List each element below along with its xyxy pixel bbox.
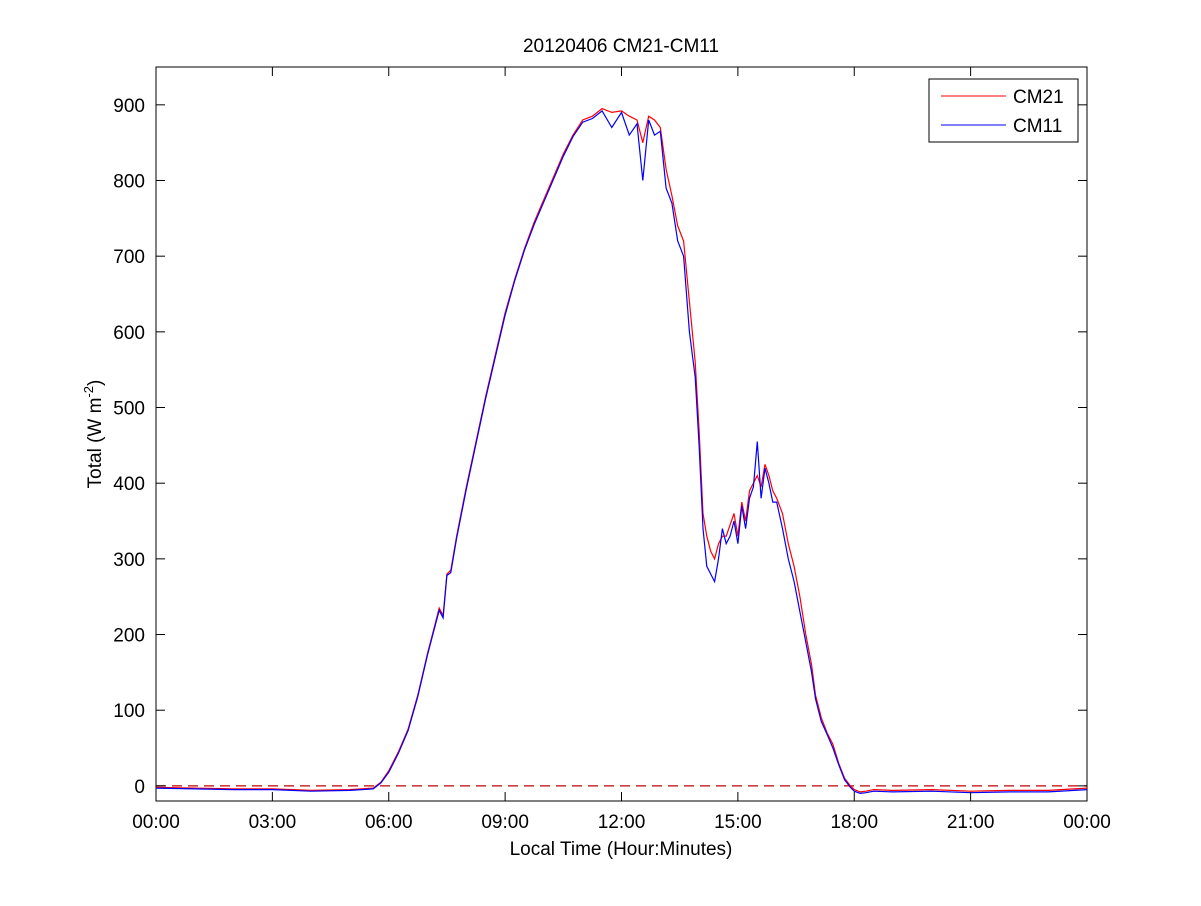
chart-title: 20120406 CM21-CM11 [523, 36, 719, 57]
y-axis-label-superscript: -2 [81, 386, 96, 398]
x-axis-label: Local Time (Hour:Minutes) [510, 839, 733, 860]
x-axis-ticks: 00:00 03:00 06:00 09:00 12:00 15:00 18:00 21:00… [132, 67, 1111, 833]
plot-area [155, 66, 1088, 802]
y-tick-label: 500 [113, 399, 145, 420]
x-tick-label: 06:00 [365, 812, 413, 833]
x-tick-label: 00:00 [1063, 812, 1111, 833]
x-tick-label: 12:00 [598, 812, 646, 833]
x-tick-label: 15:00 [714, 812, 762, 833]
y-axis-ticks: 0 100 200 300 400 500 600 700 800 900 [113, 96, 1087, 798]
y-axis-label-main: Total (W m [85, 398, 106, 489]
legend-label-cm11: CM11 [1013, 116, 1062, 137]
y-tick-label: 200 [113, 626, 145, 647]
axes-box [155, 66, 1088, 802]
legend-label-cm21: CM21 [1013, 87, 1064, 108]
y-tick-label: 800 [113, 172, 145, 193]
legend-box [928, 78, 1079, 143]
y-tick-label: 400 [113, 474, 145, 495]
series-layer [155, 107, 1088, 795]
y-tick-label: 700 [113, 247, 145, 268]
y-tick-label: 600 [113, 323, 145, 344]
x-tick-label: 00:00 [132, 812, 180, 833]
x-tick-label: 18:00 [830, 812, 878, 833]
y-tick-label: 0 [134, 777, 145, 798]
x-tick-label: 03:00 [249, 812, 297, 833]
x-tick-label: 21:00 [947, 812, 995, 833]
y-tick-label: 100 [113, 701, 145, 722]
x-tick-label: 09:00 [481, 812, 529, 833]
y-tick-label: 900 [113, 96, 145, 117]
y-axis-label-close: ) [85, 380, 106, 386]
legend: CM21 CM11 [928, 78, 1079, 143]
y-axis-label: Total (W m-2) [81, 380, 106, 489]
y-tick-label: 300 [113, 550, 145, 571]
series-line-cm11 [155, 110, 1088, 795]
